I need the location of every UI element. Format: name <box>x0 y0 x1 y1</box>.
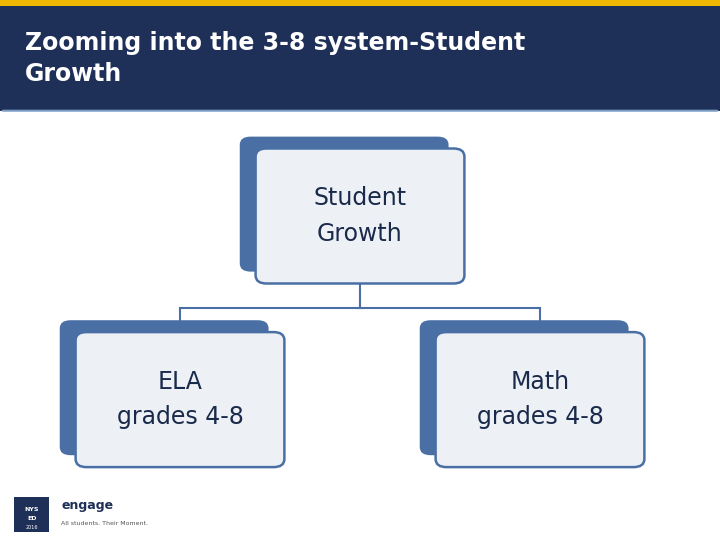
FancyBboxPatch shape <box>256 148 464 284</box>
Text: Student
Growth: Student Growth <box>313 186 407 246</box>
FancyBboxPatch shape <box>436 332 644 467</box>
FancyBboxPatch shape <box>420 320 629 455</box>
Text: engage: engage <box>61 500 113 512</box>
FancyBboxPatch shape <box>240 137 449 272</box>
Text: Math
grades 4-8: Math grades 4-8 <box>477 370 603 429</box>
Bar <box>0 6 720 111</box>
Text: All students. Their Moment.: All students. Their Moment. <box>61 521 148 526</box>
Text: ED: ED <box>27 516 37 521</box>
Bar <box>14 497 49 532</box>
Text: Zooming into the 3-8 system-Student
Growth: Zooming into the 3-8 system-Student Grow… <box>25 31 526 86</box>
Text: 2016: 2016 <box>25 524 38 530</box>
Text: NYS: NYS <box>24 507 39 512</box>
FancyBboxPatch shape <box>76 332 284 467</box>
Text: ELA
grades 4-8: ELA grades 4-8 <box>117 370 243 429</box>
Bar <box>0 0 720 6</box>
FancyBboxPatch shape <box>60 320 269 455</box>
